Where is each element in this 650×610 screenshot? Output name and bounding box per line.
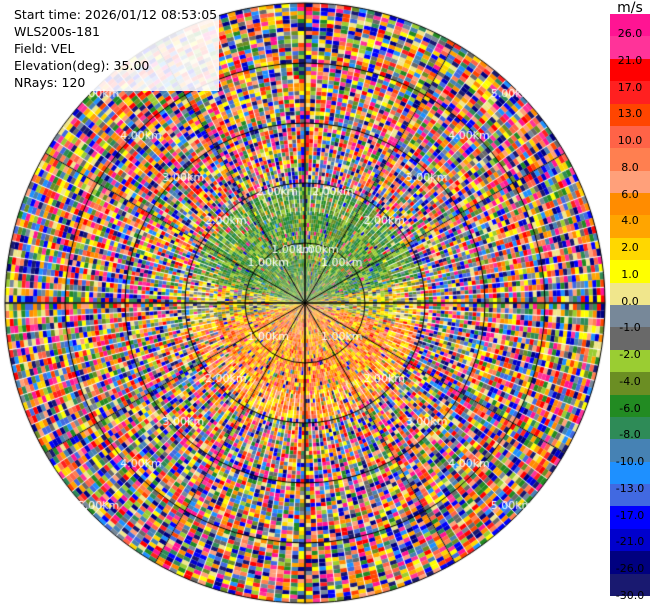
colorbar-swatch	[610, 81, 650, 105]
colorbar-swatch	[610, 349, 650, 373]
colorbar-tick-label: 2.0	[621, 241, 639, 255]
colorbar-swatch	[610, 193, 650, 216]
colorbar-swatch	[610, 36, 650, 60]
colorbar-tick-label: -1.0	[619, 321, 641, 335]
start-time-label: Start time: 2026/01/12 08:53:05	[14, 7, 218, 22]
colorbar-tick-label: -13.0	[615, 481, 645, 495]
colorbar-swatch	[610, 14, 650, 37]
colorbar-tick-label: 1.0	[621, 267, 639, 281]
colorbar-swatch	[610, 573, 650, 597]
colorbar-swatch	[610, 506, 650, 530]
colorbar-swatch	[610, 148, 650, 172]
colorbar-tick-label: 4.0	[621, 214, 639, 228]
colorbar-swatch	[610, 372, 650, 396]
colorbar-tick-label: -30.0	[615, 589, 645, 602]
colorbar-tick-label: -17.0	[615, 508, 645, 522]
colorbar-swatch	[610, 305, 650, 328]
colorbar-tick-label: -26.0	[615, 562, 645, 576]
colorbar-tick-label: 10.0	[617, 134, 643, 148]
colorbar-swatch	[610, 551, 650, 575]
site-label: WLS200s-181	[14, 24, 100, 39]
colorbar-swatch	[610, 260, 650, 284]
colorbar-tick-label: -2.0	[619, 348, 641, 362]
colorbar-swatch	[610, 58, 650, 82]
colorbar-tick-label: 6.0	[621, 187, 639, 201]
colorbar-tick-label: -4.0	[619, 374, 641, 388]
nrays-label: NRays: 120	[14, 75, 86, 90]
colorbar-swatch	[610, 237, 650, 261]
colorbar-tick-label: 26.0	[617, 27, 643, 40]
colorbar-tick-label: -21.0	[615, 535, 645, 549]
colorbar-tick-label: -8.0	[619, 428, 641, 442]
colorbar-swatch	[610, 327, 650, 351]
colorbar-tick-label: 13.0	[617, 107, 643, 121]
colorbar-tick-label: 0.0	[621, 294, 639, 308]
colorbar-swatch	[610, 103, 650, 127]
colorbar-tick-label: -10.0	[615, 455, 645, 469]
colorbar-swatch	[610, 394, 650, 418]
colorbar-swatch	[610, 439, 650, 463]
colorbar-swatch	[610, 416, 650, 440]
colorbar-swatch	[610, 125, 650, 149]
colorbar-tick-label: -6.0	[619, 401, 641, 415]
colorbar-swatch	[610, 215, 650, 239]
colorbar-swatch	[610, 484, 650, 507]
colorbar-tick-label: 17.0	[617, 80, 643, 94]
colorbar-tick-label: 8.0	[621, 160, 639, 174]
colorbar-swatch	[610, 170, 650, 194]
colorbar-swatch	[610, 461, 650, 485]
colorbar-unit-label: m/s	[617, 0, 643, 16]
colorbar-swatch	[610, 528, 650, 552]
scan-info-panel: Start time: 2026/01/12 08:53:05 WLS200s-…	[12, 6, 220, 91]
elevation-label: Elevation(deg): 35.00	[14, 58, 150, 73]
colorbar-swatch	[610, 282, 650, 306]
velocity-colorbar: m/s 26.0 21.0 17.0 13.0 10.0 8.0 6.0 4.0 2.0 1.0 0…	[610, 0, 650, 610]
field-label: Field: VEL	[14, 41, 75, 56]
colorbar-tick-label: 21.0	[617, 53, 643, 67]
